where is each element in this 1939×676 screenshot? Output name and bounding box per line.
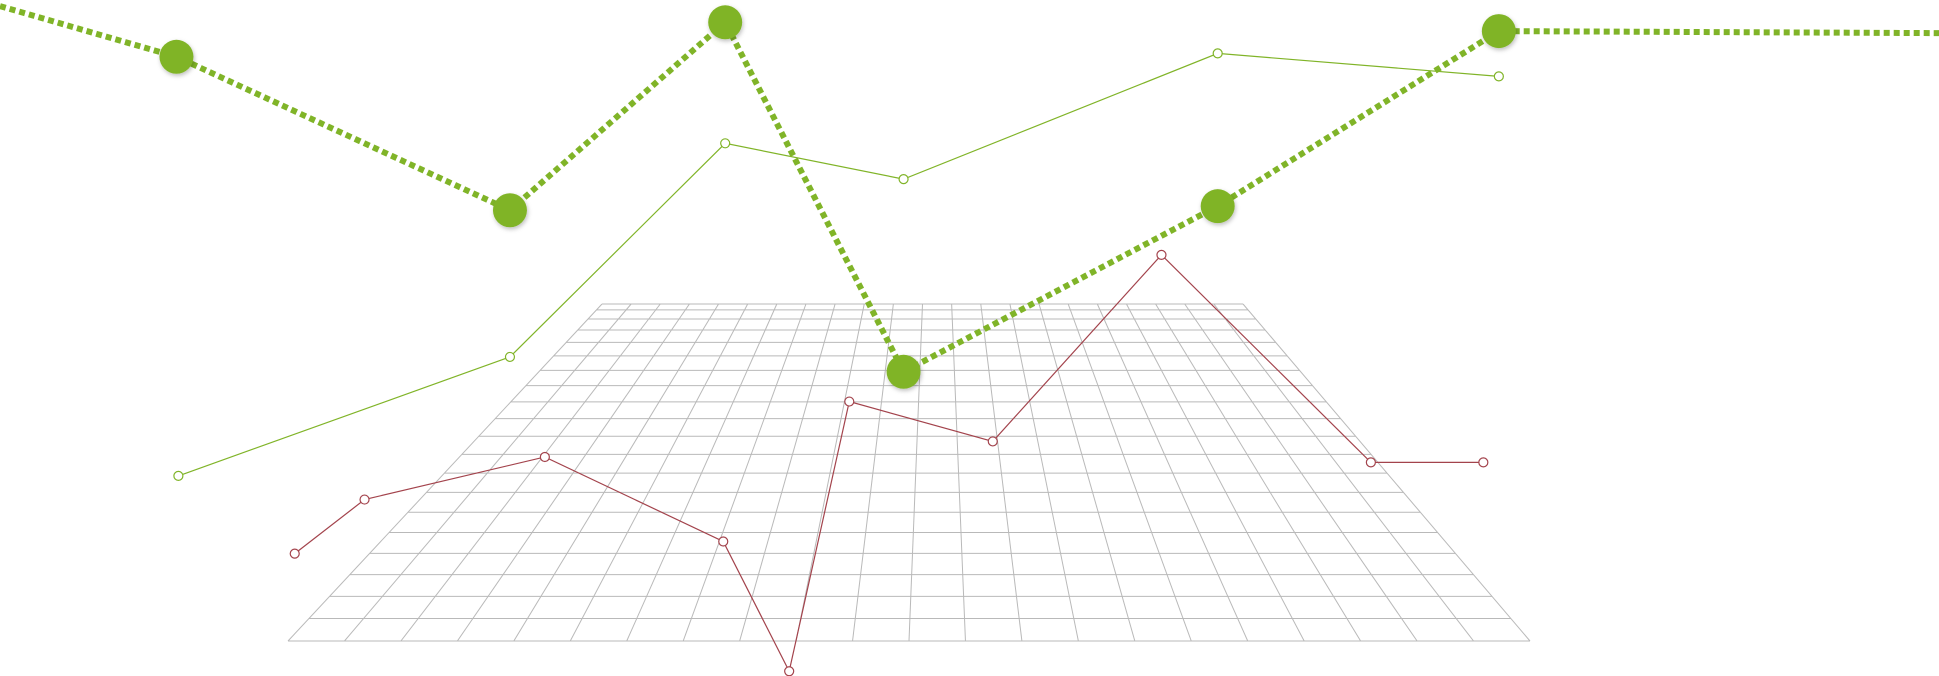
floor-line [287,303,603,642]
perspective-grid [287,303,1531,642]
hollow-marker [784,666,795,676]
floor-line [1096,303,1249,642]
hollow-marker [1212,48,1223,59]
floor-line [569,303,749,642]
floor-line [682,303,807,642]
floor-line [626,303,778,642]
floor-line [739,303,836,642]
hollow-marker [504,351,516,363]
series-line [0,3,1939,376]
floor-line [1038,303,1136,642]
hollow-marker [898,174,909,185]
hollow-marker [844,396,855,407]
floor-line [1242,303,1531,642]
hollow-marker [1365,457,1376,468]
hollow-marker [1156,249,1167,260]
point-marker [492,193,527,228]
point-marker [1200,189,1235,224]
hollow-marker [718,536,729,547]
floor-line [1155,303,1362,642]
floor-line [513,303,719,642]
floor-line [456,303,690,642]
point-marker [1481,14,1516,49]
hollow-marker [359,494,370,505]
floor-line [980,303,1023,642]
floor-line [1126,303,1305,642]
hollow-marker [173,470,184,482]
floor-line [1184,303,1418,642]
floor-line [951,303,966,642]
hollow-marker [1493,71,1504,82]
hollow-marker [1478,457,1489,468]
hollow-marker [289,548,300,559]
floor-line [1009,303,1079,642]
point-marker [708,5,743,40]
point-marker [159,39,194,74]
floor-line [1067,303,1192,642]
floor-line [795,303,865,642]
floor-line [1213,303,1474,642]
point-marker [886,354,921,389]
floor-line [908,303,923,642]
floor-line [344,303,632,642]
hollow-marker [720,138,731,149]
floor-line [400,303,661,642]
hollow-marker [987,436,998,447]
series-line [178,52,1499,477]
series-line [294,253,1484,674]
plot-area [0,3,1939,676]
hollow-marker [539,451,550,463]
floor-line [852,303,894,642]
